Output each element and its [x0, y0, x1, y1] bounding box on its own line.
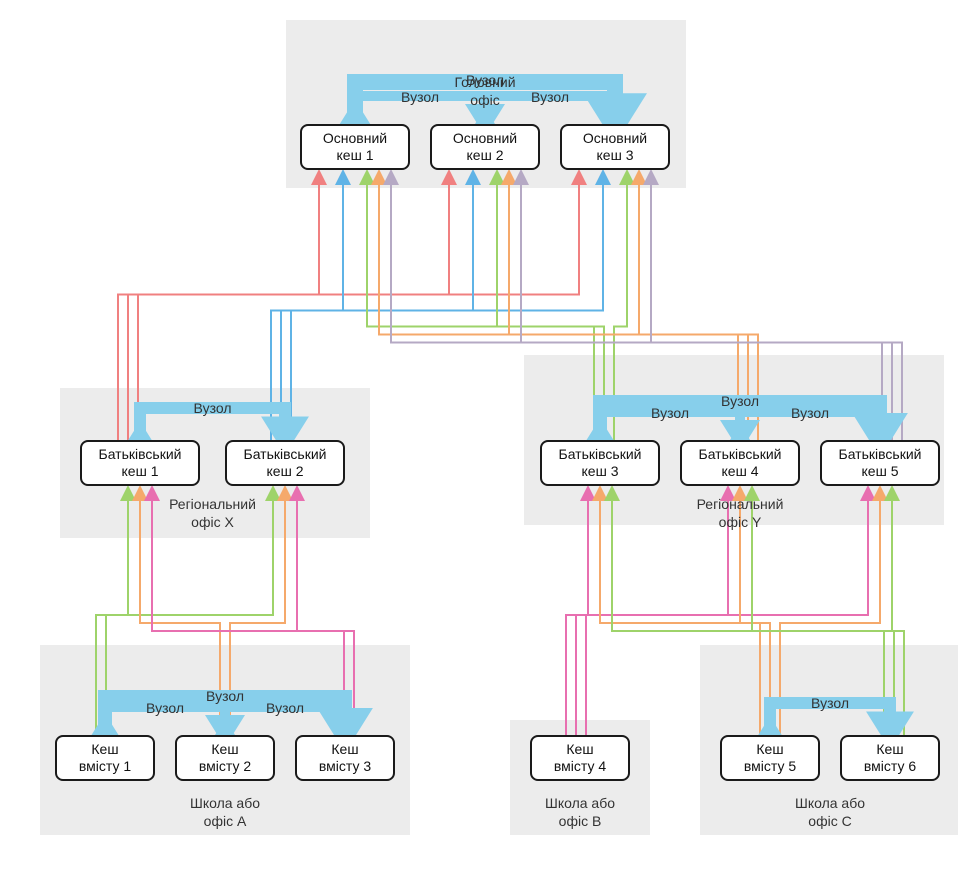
region-label-regX: Регіональний офіс X: [143, 496, 283, 531]
region-label-hq: Головний офіс: [425, 74, 545, 109]
node-m1: Основний кеш 1: [300, 124, 410, 170]
hub-label-6: Вузол: [780, 405, 840, 421]
node-p4: Батьківський кеш 4: [680, 440, 800, 486]
region-label-schoolC: Школа або офіс C: [760, 795, 900, 830]
hub-label-7: Вузол: [195, 688, 255, 704]
region-label-schoolB: Школа або офіс B: [510, 795, 650, 830]
node-m3: Основний кеш 3: [560, 124, 670, 170]
hub-label-4: Вузол: [710, 393, 770, 409]
region-label-regY: Регіональний офіс Y: [670, 496, 810, 531]
node-c6: Кеш вмісту 6: [840, 735, 940, 781]
node-p3: Батьківський кеш 3: [540, 440, 660, 486]
hub-label-10: Вузол: [800, 695, 860, 711]
diagram-root: ВузолВузолВузолВузолВузолВузолВузолВузол…: [0, 0, 971, 872]
hub-label-9: Вузол: [255, 700, 315, 716]
node-p2: Батьківський кеш 2: [225, 440, 345, 486]
node-c4: Кеш вмісту 4: [530, 735, 630, 781]
node-c3: Кеш вмісту 3: [295, 735, 395, 781]
node-c5: Кеш вмісту 5: [720, 735, 820, 781]
arrow-c4-to-p3: [566, 489, 588, 735]
node-c1: Кеш вмісту 1: [55, 735, 155, 781]
hub-label-8: Вузол: [135, 700, 195, 716]
region-label-schoolA: Школа або офіс A: [155, 795, 295, 830]
node-m2: Основний кеш 2: [430, 124, 540, 170]
node-p1: Батьківський кеш 1: [80, 440, 200, 486]
node-c2: Кеш вмісту 2: [175, 735, 275, 781]
hub-label-5: Вузол: [640, 405, 700, 421]
node-p5: Батьківський кеш 5: [820, 440, 940, 486]
hub-label-3: Вузол: [183, 400, 243, 416]
